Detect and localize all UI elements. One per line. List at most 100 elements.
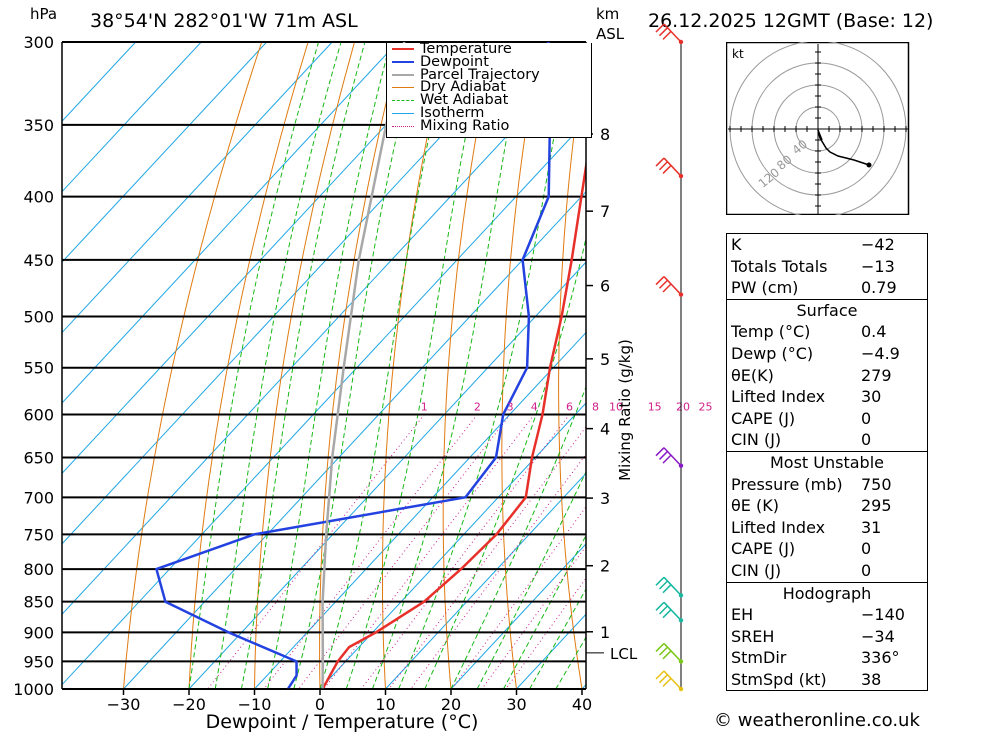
wind-barb [655, 601, 684, 623]
hodograph-trace [817, 129, 870, 166]
surface-index-label: Lifted Index [731, 387, 826, 407]
chart-legend: Temperature Dewpoint Parcel Trajectory Dry … [386, 42, 592, 138]
mixing-ratio-line [505, 577, 586, 689]
station-location: 38°54'N 282°01'W 71m ASL [90, 10, 358, 32]
surface-index-row: CIN (J) 0 [727, 429, 927, 451]
most-unstable-index-label: Pressure (mb) [731, 474, 843, 494]
surface-index-row: Lifted Index 30 [727, 386, 927, 408]
legend-entry: Temperature [387, 42, 591, 56]
temperature-tick-label: 0 [315, 695, 325, 714]
most-unstable-index-value: 295 [861, 496, 892, 516]
mixing-ratio-label: 2 [474, 400, 481, 413]
mixing-ratio-label: 8 [592, 400, 599, 413]
dry-adiabat-line [188, 42, 309, 689]
surface-index-row: θE(K) 279 [727, 365, 927, 387]
km-unit-label: km [596, 5, 620, 23]
weatheronline-credit[interactable]: © weatheronline.co.uk [714, 710, 920, 731]
general-index-value: −42 [861, 235, 895, 254]
height-tick-label: 1 [600, 623, 610, 642]
mixing-ratio-label: 25 [698, 400, 712, 413]
dry-adiabat-line [501, 42, 541, 689]
surface-index-row: Temp (°C) 0.4 [727, 321, 927, 343]
isotherm-line [450, 543, 586, 689]
temperature-tick-label: −30 [107, 695, 141, 714]
legend-entry: Isotherm [387, 104, 591, 121]
surface-index-value: 0 [861, 430, 872, 450]
legend-swatch [392, 61, 414, 64]
general-index-label: K [731, 235, 742, 254]
general-index-row: PW (cm) 0.79 [727, 277, 927, 299]
legend-swatch [392, 73, 414, 76]
legend-swatch [392, 112, 414, 114]
legend-entry: Mixing Ratio [387, 119, 591, 133]
most-unstable-index-row: Pressure (mb) 750 [727, 474, 927, 496]
surface-index-label: Temp (°C) [731, 322, 811, 342]
forecast-datetime: 26.12.2025 12GMT (Base: 12) [648, 10, 934, 32]
dry-adiabat-line [719, 42, 720, 689]
legend-entry: Parcel Trajectory [387, 66, 591, 83]
dry-adiabat-line [558, 43, 586, 689]
mixing-ratio-line [360, 414, 570, 689]
legend-entry: Dry Adiabat [387, 80, 591, 95]
temperature-tick-label: 40 [572, 695, 592, 714]
pressure-tick-label: 350 [23, 116, 54, 135]
surface-index-value: 30 [861, 387, 882, 407]
isotherm-line [319, 402, 586, 689]
dry-adiabat-line [123, 42, 263, 689]
isotherm-line [648, 42, 721, 689]
surface-index-label: CAPE (J) [731, 408, 796, 428]
legend-label: Isotherm [420, 104, 485, 121]
legend-swatch [392, 48, 414, 51]
hodograph-index-row: SREH −34 [727, 626, 927, 648]
surface-index-value: 0.4 [861, 322, 887, 342]
wind-barb [655, 447, 684, 468]
legend-label: Wet Adiabat [420, 92, 509, 109]
mixing-ratio-label: 20 [676, 400, 690, 413]
temperature-tick-label: −10 [238, 695, 272, 714]
pressure-tick-label: 450 [23, 251, 54, 270]
height-tick-label: 6 [600, 277, 610, 296]
isotherm-line [62, 42, 137, 122]
lcl-label: LCL [610, 645, 638, 663]
wet-adiabat-line [293, 42, 420, 689]
wet-adiabat-line [555, 636, 586, 689]
surface-index-value: 279 [861, 365, 892, 385]
isotherm-line [385, 472, 586, 689]
isotherm-line [62, 120, 586, 686]
dry-adiabat-line [442, 42, 495, 689]
hodograph-index-row: StmSpd (kt) 38 [727, 669, 927, 691]
mixing-ratio-label: 10 [609, 400, 623, 413]
temperature-profile [321, 158, 586, 689]
mixing-ratio-line [323, 414, 535, 689]
pressure-tick-label: 800 [23, 560, 54, 579]
hodograph-index-label: StmSpd (kt) [731, 669, 827, 689]
surface-section-title: Surface [796, 300, 858, 320]
hodograph-index-value: −140 [861, 605, 905, 625]
skew-t-diagram: 1 2 3 4 6 8 10 15 20 2530035040045050055060065070… [13, 23, 721, 733]
pressure-tick-label: 400 [23, 188, 54, 207]
pressure-tick-label: 950 [23, 652, 54, 671]
pressure-tick-label: 650 [23, 449, 54, 468]
wet-adiabat-line [345, 42, 486, 689]
parcel-trajectory [321, 42, 406, 689]
isotherm-line [188, 261, 586, 689]
legend-label: Parcel Trajectory [420, 66, 540, 83]
isotherm-line [62, 50, 586, 616]
general-index-value: −13 [861, 256, 895, 276]
height-tick-label: 8 [600, 125, 610, 144]
hodograph-index-row: EH −140 [727, 604, 927, 626]
pressure-tick-label: 300 [23, 33, 54, 52]
most-unstable-index-value: 750 [861, 474, 892, 494]
dewpoint-profile [155, 42, 552, 689]
wind-barb [655, 23, 684, 45]
temperature-tick-label: −20 [172, 695, 206, 714]
most-unstable-index-row: θE (K) 295 [727, 495, 927, 517]
height-tick-label: 7 [600, 202, 610, 221]
most-unstable-index-value: 0 [861, 560, 872, 580]
isotherm-line [62, 42, 202, 193]
pressure-tick-label: 750 [23, 525, 54, 544]
legend-entry: Wet Adiabat [387, 92, 591, 109]
general-index-row: K −42 [727, 234, 927, 256]
wet-adiabat-line [450, 385, 586, 689]
